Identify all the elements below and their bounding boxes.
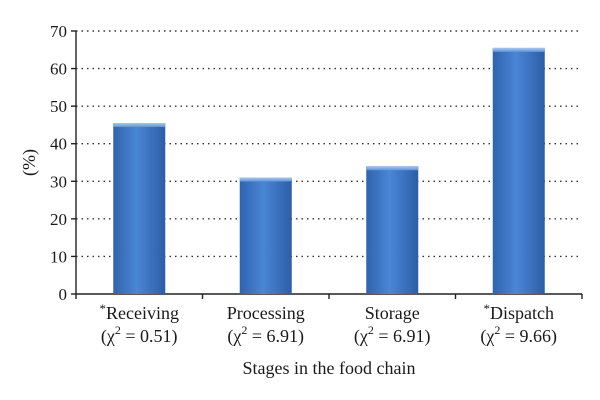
y-tick-label: 10 bbox=[50, 247, 67, 266]
significance-marker: * bbox=[100, 301, 107, 316]
y-tick-label: 70 bbox=[50, 22, 67, 41]
y-tick-label: 40 bbox=[50, 135, 67, 154]
chi-symbol: (χ bbox=[101, 326, 115, 347]
superscript: 2 bbox=[494, 323, 500, 337]
bar bbox=[239, 177, 292, 294]
superscript: 2 bbox=[115, 323, 121, 337]
category-label: Processing bbox=[227, 303, 305, 323]
bar-receiving bbox=[113, 123, 166, 294]
category-label: *Dispatch bbox=[484, 301, 554, 323]
chi-value: = 6.91) bbox=[247, 326, 304, 347]
bar-top-highlight bbox=[492, 47, 545, 52]
chi-symbol: (χ bbox=[480, 326, 494, 347]
category-name: Storage bbox=[365, 303, 420, 323]
chi-value: = 0.51) bbox=[121, 326, 178, 347]
chi-square-label: (χ2 = 6.91) bbox=[227, 323, 304, 347]
bar bbox=[366, 166, 419, 294]
chi-square-label: (χ2 = 0.51) bbox=[101, 323, 178, 347]
bar bbox=[113, 123, 166, 294]
superscript: 2 bbox=[368, 323, 374, 337]
category-name: Dispatch bbox=[490, 303, 554, 323]
x-axis-label: Stages in the food chain bbox=[243, 358, 416, 378]
y-tick-label: 60 bbox=[50, 60, 67, 79]
bar-top-highlight bbox=[113, 123, 166, 128]
significance-marker: * bbox=[484, 301, 491, 316]
y-axis-label: (%) bbox=[19, 149, 40, 176]
chi-square-label: (χ2 = 6.91) bbox=[354, 323, 431, 347]
chi-value: = 6.91) bbox=[374, 326, 431, 347]
bar-top-highlight bbox=[366, 166, 419, 171]
category-label: Storage bbox=[365, 303, 420, 323]
chi-value: = 9.66) bbox=[500, 326, 557, 347]
bar-dispatch bbox=[492, 47, 545, 295]
gridlines bbox=[76, 30, 582, 258]
category-name: Processing bbox=[227, 303, 305, 323]
bars bbox=[113, 47, 545, 295]
chi-symbol: (χ bbox=[354, 326, 368, 347]
category-label: *Receiving bbox=[100, 301, 179, 323]
y-tick-label: 50 bbox=[50, 97, 67, 116]
bar bbox=[492, 47, 545, 295]
bar-top-highlight bbox=[239, 177, 292, 182]
bar-storage bbox=[366, 166, 419, 294]
y-tick-label: 20 bbox=[50, 210, 67, 229]
bar-processing bbox=[239, 177, 292, 294]
chi-square-label: (χ2 = 9.66) bbox=[480, 323, 557, 347]
superscript: 2 bbox=[241, 323, 247, 337]
y-tick-label: 0 bbox=[59, 285, 68, 304]
y-tick-label: 30 bbox=[50, 172, 67, 191]
chi-symbol: (χ bbox=[227, 326, 241, 347]
category-name: Receiving bbox=[106, 303, 179, 323]
